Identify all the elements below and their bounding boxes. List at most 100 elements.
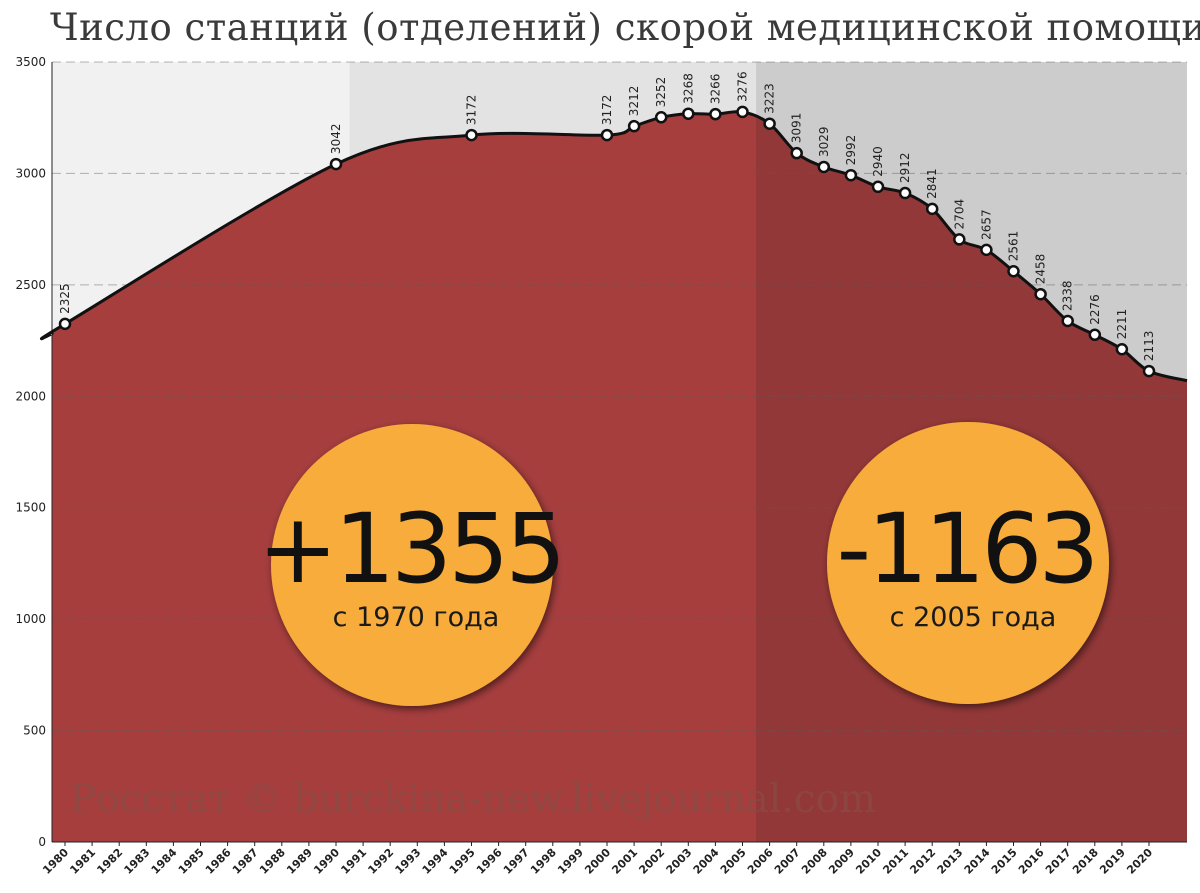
data-point — [465, 128, 478, 142]
data-label: 2657 — [979, 209, 993, 240]
x-tick-label: 1992 — [365, 846, 396, 877]
x-tick-label: 1985 — [176, 846, 207, 877]
x-tick-label: 2003 — [664, 846, 695, 877]
annotation-left: +1355 с 1970 года — [258, 424, 566, 706]
x-tick-label: 1986 — [203, 846, 234, 877]
data-label: 2561 — [1007, 231, 1021, 262]
x-tick-label: 2020 — [1124, 846, 1155, 877]
y-tick-label: 3500 — [15, 55, 46, 69]
x-tick-label: 1990 — [311, 846, 342, 877]
x-tick-label: 2001 — [609, 846, 640, 877]
data-point — [817, 160, 831, 174]
y-tick-label: 2000 — [15, 389, 46, 403]
data-label: 2458 — [1034, 254, 1048, 285]
data-point — [763, 117, 776, 130]
x-tick-label: 2010 — [853, 846, 884, 877]
data-labels: 2325 3042 3172 3172 3212 3252 3268 3266 3276 3223… — [58, 71, 1156, 361]
data-label: 3223 — [763, 83, 777, 114]
data-point — [58, 317, 72, 331]
annotation-circle-left — [271, 424, 553, 706]
x-tick-label: 1996 — [474, 846, 505, 877]
data-point — [1034, 287, 1047, 301]
data-point — [898, 186, 912, 200]
data-label: 3268 — [681, 73, 695, 104]
data-label: 2325 — [58, 283, 72, 314]
data-label: 2211 — [1115, 309, 1129, 340]
data-label: 2113 — [1142, 331, 1156, 362]
x-tick-label: 2009 — [826, 846, 857, 877]
x-tick-label: 2011 — [880, 846, 911, 877]
y-tick-label: 500 — [23, 724, 46, 738]
x-tick-label: 2018 — [1070, 846, 1101, 877]
x-tick-label: 1980 — [40, 846, 71, 877]
data-point — [1007, 265, 1020, 278]
x-tick-label: 2017 — [1043, 846, 1074, 877]
x-tick-label: 2015 — [989, 846, 1020, 877]
data-label: 3029 — [817, 126, 831, 157]
annotation-right: -1163 с 2005 года — [827, 422, 1109, 704]
y-tick-label: 0 — [38, 835, 46, 849]
data-label: 2276 — [1088, 294, 1102, 325]
y-tick-labels: 0 500 1000 1500 2000 2500 3000 3500 — [15, 55, 46, 849]
data-point — [682, 107, 695, 120]
data-label: 3266 — [708, 74, 722, 105]
data-label: 2841 — [925, 168, 939, 199]
data-label: 3172 — [465, 95, 479, 126]
data-label: 3252 — [654, 77, 668, 108]
data-point — [925, 202, 939, 216]
data-label: 3042 — [329, 124, 343, 155]
x-tick-label: 2016 — [1016, 846, 1047, 877]
data-points — [58, 105, 1156, 378]
x-tick-label: 2019 — [1097, 846, 1128, 877]
x-tick-label: 2008 — [799, 846, 830, 877]
y-tick-label: 3000 — [15, 166, 46, 180]
x-tick-label: 1981 — [67, 846, 98, 877]
x-tick-label: 1982 — [94, 846, 125, 877]
data-label: 2338 — [1061, 280, 1075, 311]
x-tick-label: 2005 — [718, 846, 749, 877]
x-tick-label: 1994 — [420, 846, 451, 877]
x-tick-label: 1993 — [393, 846, 424, 877]
data-point — [980, 243, 993, 257]
x-tick-labels: 1980198119821983198419851986198719881989… — [40, 842, 1155, 877]
x-tick-label: 1995 — [447, 846, 478, 877]
x-tick-label: 2004 — [691, 846, 722, 877]
x-tick-label: 1999 — [555, 846, 586, 877]
data-point — [1115, 343, 1129, 356]
data-label: 2704 — [952, 199, 966, 230]
data-point — [790, 146, 803, 160]
data-point — [600, 128, 614, 142]
x-tick-label: 1997 — [501, 846, 532, 877]
x-tick-label: 1983 — [122, 846, 153, 877]
data-point — [1088, 328, 1102, 342]
data-point — [709, 107, 722, 121]
data-label: 3276 — [736, 71, 750, 102]
x-tick-label: 1988 — [257, 846, 288, 877]
x-tick-label: 1991 — [338, 846, 369, 877]
x-tick-label: 1984 — [149, 846, 180, 877]
data-point — [1142, 364, 1156, 378]
x-tick-label: 2002 — [636, 846, 667, 877]
annotation-value-right: -1163 — [837, 493, 1096, 605]
data-label: 2940 — [871, 146, 885, 177]
x-tick-label: 1989 — [284, 846, 315, 877]
annotation-value-left: +1355 — [258, 493, 563, 605]
data-label: 3091 — [790, 113, 804, 144]
data-point — [1061, 314, 1074, 328]
data-label: 2992 — [844, 135, 858, 166]
data-point — [871, 180, 885, 194]
x-tick-label: 2006 — [745, 846, 776, 877]
data-label: 3172 — [600, 95, 614, 126]
annotation-circle-right — [827, 422, 1109, 704]
x-tick-label: 2013 — [935, 846, 966, 877]
data-label: 3212 — [627, 86, 641, 117]
data-point — [329, 157, 343, 171]
data-point — [953, 233, 966, 246]
chart-title: Число станций (отделений) скорой медицин… — [50, 6, 1200, 49]
axes — [51, 62, 1187, 843]
y-tick-label: 1500 — [15, 501, 46, 515]
data-point — [654, 111, 668, 124]
annotation-caption-left: с 1970 года — [333, 602, 500, 633]
x-tick-label: 2014 — [962, 846, 993, 877]
